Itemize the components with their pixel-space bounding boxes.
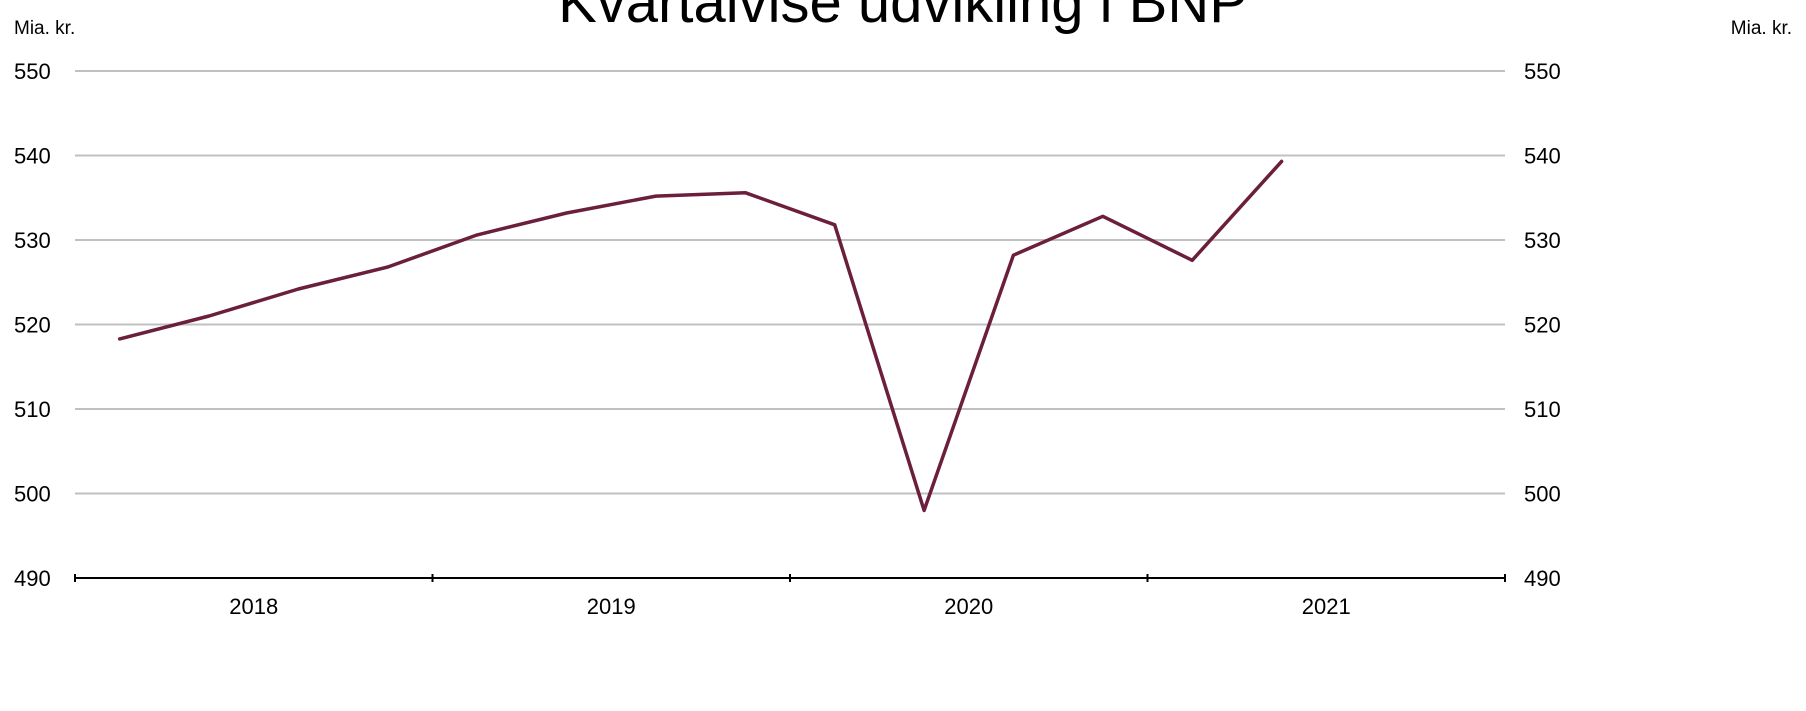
grid-lines [75, 70, 1505, 495]
y-axis-unit-left: Mia. kr. [14, 18, 75, 39]
y-tick-label-left: 520 [14, 313, 51, 338]
y-tick-label-right: 540 [1524, 144, 1561, 169]
series-layer [117, 159, 1284, 513]
y-tick-label-right: 500 [1524, 482, 1561, 507]
x-tick-label: 2019 [587, 594, 636, 619]
x-tick-label: 2021 [1302, 594, 1351, 619]
x-tick-label: 2020 [944, 594, 993, 619]
y-tick-label-left: 550 [14, 59, 51, 84]
y-tick-label-left: 510 [14, 397, 51, 422]
x-tick-labels: 2018 2019 2020 2021 [229, 594, 1350, 619]
y-tick-label-left: 540 [14, 144, 51, 169]
y-tick-label-right: 550 [1524, 59, 1561, 84]
series-line [117, 159, 1284, 513]
y-tick-labels-left: 490 500 510 520 530 540 550 [14, 59, 51, 591]
y-tick-label-left: 530 [14, 228, 51, 253]
y-tick-label-right: 520 [1524, 313, 1561, 338]
y-tick-label-left: 500 [14, 482, 51, 507]
y-tick-labels-right: 490 500 510 520 530 540 550 [1524, 59, 1561, 591]
y-tick-label-right: 490 [1524, 566, 1561, 591]
x-tick-label: 2018 [229, 594, 278, 619]
y-tick-label-right: 510 [1524, 397, 1561, 422]
y-tick-label-right: 530 [1524, 228, 1561, 253]
y-axis-unit-right: Mia. kr. [1731, 18, 1792, 39]
y-tick-label-left: 490 [14, 566, 51, 591]
chart-title: Kvartalvise udvikling i BNP [558, 0, 1248, 35]
x-axis [74, 574, 1506, 582]
